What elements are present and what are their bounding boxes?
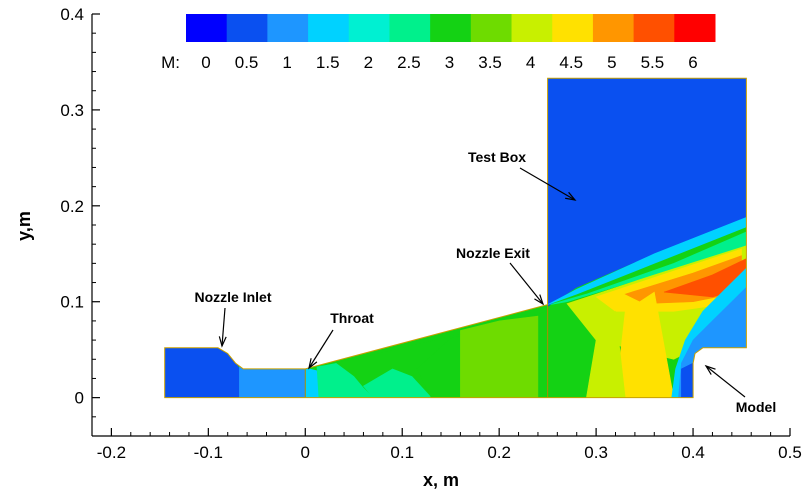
x-tick-label: 0.3 (584, 443, 608, 462)
mach-region (550, 229, 747, 305)
x-tick-label: 0.2 (487, 443, 511, 462)
colorbar-tick-label: 1.5 (316, 53, 340, 72)
x-tick-label: -0.1 (194, 443, 223, 462)
colorbar-tick-label: 2.5 (397, 53, 421, 72)
arrow-head (704, 364, 716, 375)
y-tick-label: 0.1 (60, 293, 84, 312)
mach-region (460, 315, 539, 398)
annotation-label: Nozzle Exit (456, 245, 530, 261)
mach-region (164, 339, 240, 398)
y-tick-label: 0 (75, 389, 84, 408)
colorbar-tick-label: 5.5 (641, 53, 665, 72)
y-tick-label: 0.3 (60, 101, 84, 120)
annotation-arrow (221, 307, 226, 347)
y-tick-label: 0.2 (60, 197, 84, 216)
colorbar-tick-labels: 0 0.5 1 1.5 2 2.5 3 3.5 4 4.5 5 5.5 6 (201, 53, 697, 72)
arrow-head (534, 294, 545, 306)
y-axis-label: y,m (14, 211, 34, 241)
colorbar-swatch (186, 14, 228, 42)
x-tick-label: 0.1 (390, 443, 414, 462)
annotation-arrow (308, 329, 334, 369)
x-axis-label: x, m (423, 470, 459, 490)
annotation-arrow (705, 365, 746, 398)
colorbar-swatch (511, 14, 553, 42)
x-tick-labels: -0.2 -0.1 0 0.1 0.2 0.3 0.4 0.5 (97, 443, 802, 462)
x-tick-label: -0.2 (97, 443, 126, 462)
annotation-arrow (519, 167, 576, 201)
x-tick-label: 0.4 (681, 443, 705, 462)
colorbar-tick-label: 3.5 (478, 53, 502, 72)
mach-field (164, 78, 747, 398)
colorbar-tick-label: 1 (282, 53, 291, 72)
colorbar-swatch (348, 14, 390, 42)
arrow-head (218, 336, 227, 348)
colorbar-tick-label: 3 (445, 53, 454, 72)
colorbar-tick-label: 4 (526, 53, 535, 72)
annotation-label: Throat (330, 310, 374, 326)
arrow-head (308, 358, 318, 370)
mach-colorbar (186, 14, 716, 42)
colorbar-label: M: (161, 53, 180, 72)
colorbar-swatch (552, 14, 594, 42)
colorbar-tick-label: 5 (607, 53, 616, 72)
colorbar-swatch (430, 14, 472, 42)
mach-region (305, 367, 320, 398)
mach-region (547, 78, 747, 308)
y-tick-label: 0.4 (60, 5, 84, 24)
colorbar-swatch (633, 14, 675, 42)
domain-outline (164, 77, 747, 399)
colorbar-tick-label: 2 (364, 53, 373, 72)
annotations: Nozzle Inlet Throat Nozzle Exit Test Box Mod… (194, 149, 776, 415)
colorbar-swatch (674, 14, 716, 42)
colorbar-swatch (470, 14, 513, 42)
colorbar-tick-label: 0 (201, 53, 210, 72)
annotation-label: Model (736, 399, 776, 415)
x-tick-label: 0 (301, 443, 310, 462)
y-tick-labels: 0 0.1 0.2 0.3 0.4 (60, 5, 84, 408)
plot-axes (91, 13, 791, 437)
colorbar-swatch (389, 14, 431, 42)
arrow-head (565, 191, 577, 201)
mach-region (547, 214, 747, 305)
colorbar-swatch (226, 14, 268, 42)
mach-region (681, 362, 694, 398)
annotation-label: Test Box (468, 149, 526, 165)
colorbar-swatch (592, 14, 635, 42)
mach-region (239, 364, 306, 398)
annotation-label: Nozzle Inlet (194, 289, 271, 305)
colorbar-swatch (267, 14, 309, 42)
colorbar-swatch (308, 14, 350, 42)
colorbar-tick-label: 0.5 (235, 53, 259, 72)
colorbar-tick-label: 4.5 (559, 53, 583, 72)
annotation-arrow (509, 262, 544, 305)
colorbar-tick-label: 6 (688, 53, 697, 72)
x-tick-label: 0.5 (778, 443, 802, 462)
